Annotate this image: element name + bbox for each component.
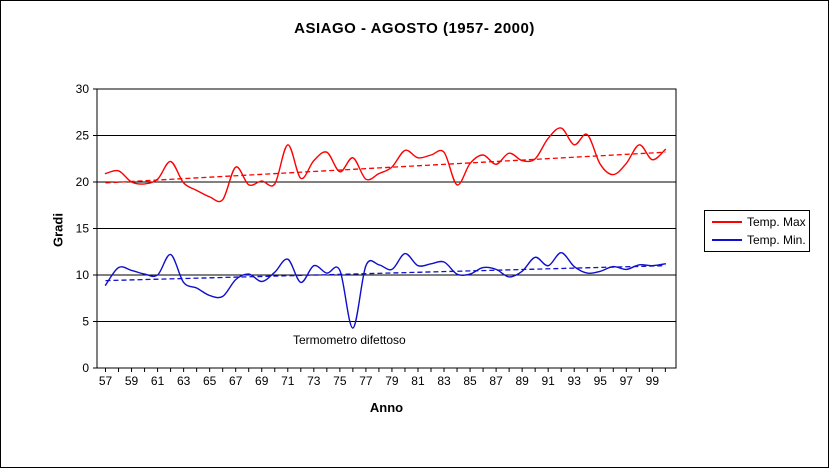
legend-label-temp-min: Temp. Min. — [747, 233, 806, 247]
temp-max-line-swatch — [712, 221, 742, 223]
x-tick-label-61: 61 — [151, 374, 165, 388]
x-tick-label-57: 57 — [99, 374, 113, 388]
temp-max-trendline — [105, 151, 666, 184]
x-tick-label-99: 99 — [646, 374, 660, 388]
x-tick-label-89: 89 — [515, 374, 529, 388]
x-tick-label-91: 91 — [542, 374, 556, 388]
x-axis-title: Anno — [369, 400, 404, 415]
x-tick-label-65: 65 — [203, 374, 217, 388]
y-tick-label-5: 5 — [82, 315, 89, 329]
temp-min-trendline — [105, 265, 666, 282]
temp-min-line-swatch — [712, 239, 742, 241]
y-axis-title: Gradi — [50, 213, 66, 247]
x-tick-label-85: 85 — [463, 374, 477, 388]
x-tick-label-73: 73 — [307, 374, 321, 388]
y-tick-label-20: 20 — [76, 175, 90, 189]
y-tick-label-10: 10 — [76, 268, 90, 282]
y-tick-label-15: 15 — [76, 222, 90, 236]
x-tick-label-67: 67 — [229, 374, 243, 388]
x-tick-label-75: 75 — [333, 374, 347, 388]
x-tick-label-83: 83 — [437, 374, 451, 388]
temp-max-line — [104, 127, 667, 203]
y-tick-label-0: 0 — [82, 361, 89, 375]
temp-min-line — [104, 252, 667, 329]
x-tick-label-79: 79 — [385, 374, 399, 388]
x-tick-label-77: 77 — [359, 374, 373, 388]
x-tick-label-95: 95 — [594, 374, 608, 388]
y-tick-label-25: 25 — [76, 129, 90, 143]
x-tick-label-81: 81 — [411, 374, 425, 388]
x-tick-label-93: 93 — [568, 374, 582, 388]
x-tick-label-97: 97 — [620, 374, 634, 388]
y-tick-label-30: 30 — [76, 82, 90, 96]
legend-label-temp-max: Temp. Max — [747, 215, 806, 229]
chart-title: ASIAGO - AGOSTO (1957- 2000) — [294, 20, 535, 37]
legend-item-temp-min: Temp. Min. — [712, 233, 809, 247]
legend: Temp. Max Temp. Min. — [704, 210, 810, 252]
x-tick-label-63: 63 — [177, 374, 191, 388]
x-tick-label-71: 71 — [281, 374, 295, 388]
x-tick-label-69: 69 — [255, 374, 269, 388]
x-tick-label-59: 59 — [125, 374, 139, 388]
x-tick-label-87: 87 — [489, 374, 503, 388]
annotation-termometro-difettoso: Termometro difettoso — [293, 333, 406, 347]
legend-item-temp-max: Temp. Max — [712, 215, 809, 229]
